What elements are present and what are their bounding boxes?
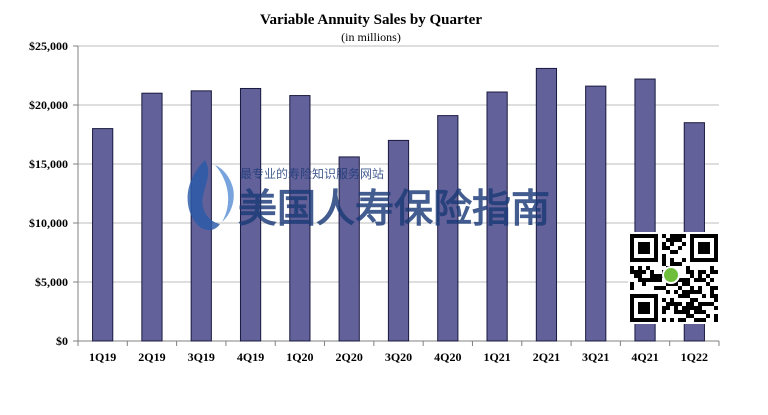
x-axis-ticks: 1Q19 2Q19 3Q19 4Q19 1Q20 2Q20 3Q20 4Q20 1Q21 2Q21… [77,341,720,364]
bar [92,128,114,342]
x-tick-label: 3Q19 [188,350,215,364]
bar [437,115,459,342]
y-axis-ticks: $0 $5,000 $10,000 $15,000 $20,000 $25,000 [29,39,78,348]
x-tick-label: 2Q19 [138,350,165,364]
y-tick-label: $15,000 [29,157,68,171]
bar [338,156,360,342]
x-tick-label: 2Q20 [336,350,363,364]
y-tick-label: $20,000 [29,98,68,112]
x-tick-label: 2Q21 [533,350,560,364]
x-tick-label: 1Q22 [681,350,708,364]
y-tick-label: $5,000 [35,275,68,289]
chart-subtitle: (in millions) [341,30,401,44]
watermark-subtitle: 最专业的寿险知识服务网站 [240,166,384,181]
y-tick-label: $10,000 [29,216,68,230]
bar [387,139,410,342]
bar [239,87,262,342]
x-tick-label: 4Q20 [434,350,461,364]
chart-title: Variable Annuity Sales by Quarter [260,12,482,28]
bar [141,92,163,342]
bar [585,85,607,342]
bar [289,95,311,342]
flame-logo-icon [187,160,234,231]
x-tick-label: 3Q21 [582,350,609,364]
bar [535,67,558,342]
x-tick-label: 1Q19 [89,350,116,364]
y-tick-label: $25,000 [29,39,68,53]
x-tick-label: 4Q21 [631,350,658,364]
x-tick-label: 4Q19 [237,350,264,364]
watermark-title: 美国人寿保险指南 [238,187,550,232]
x-tick-label: 1Q21 [483,350,510,364]
bar [486,91,508,342]
qr-code-icon [628,232,720,324]
y-tick-label: $0 [56,334,68,348]
watermark: 最专业的寿险知识服务网站 美国人寿保险指南 [187,160,550,232]
x-tick-label: 3Q20 [385,350,412,364]
wechat-icon [662,266,680,284]
x-tick-label: 1Q20 [286,350,313,364]
